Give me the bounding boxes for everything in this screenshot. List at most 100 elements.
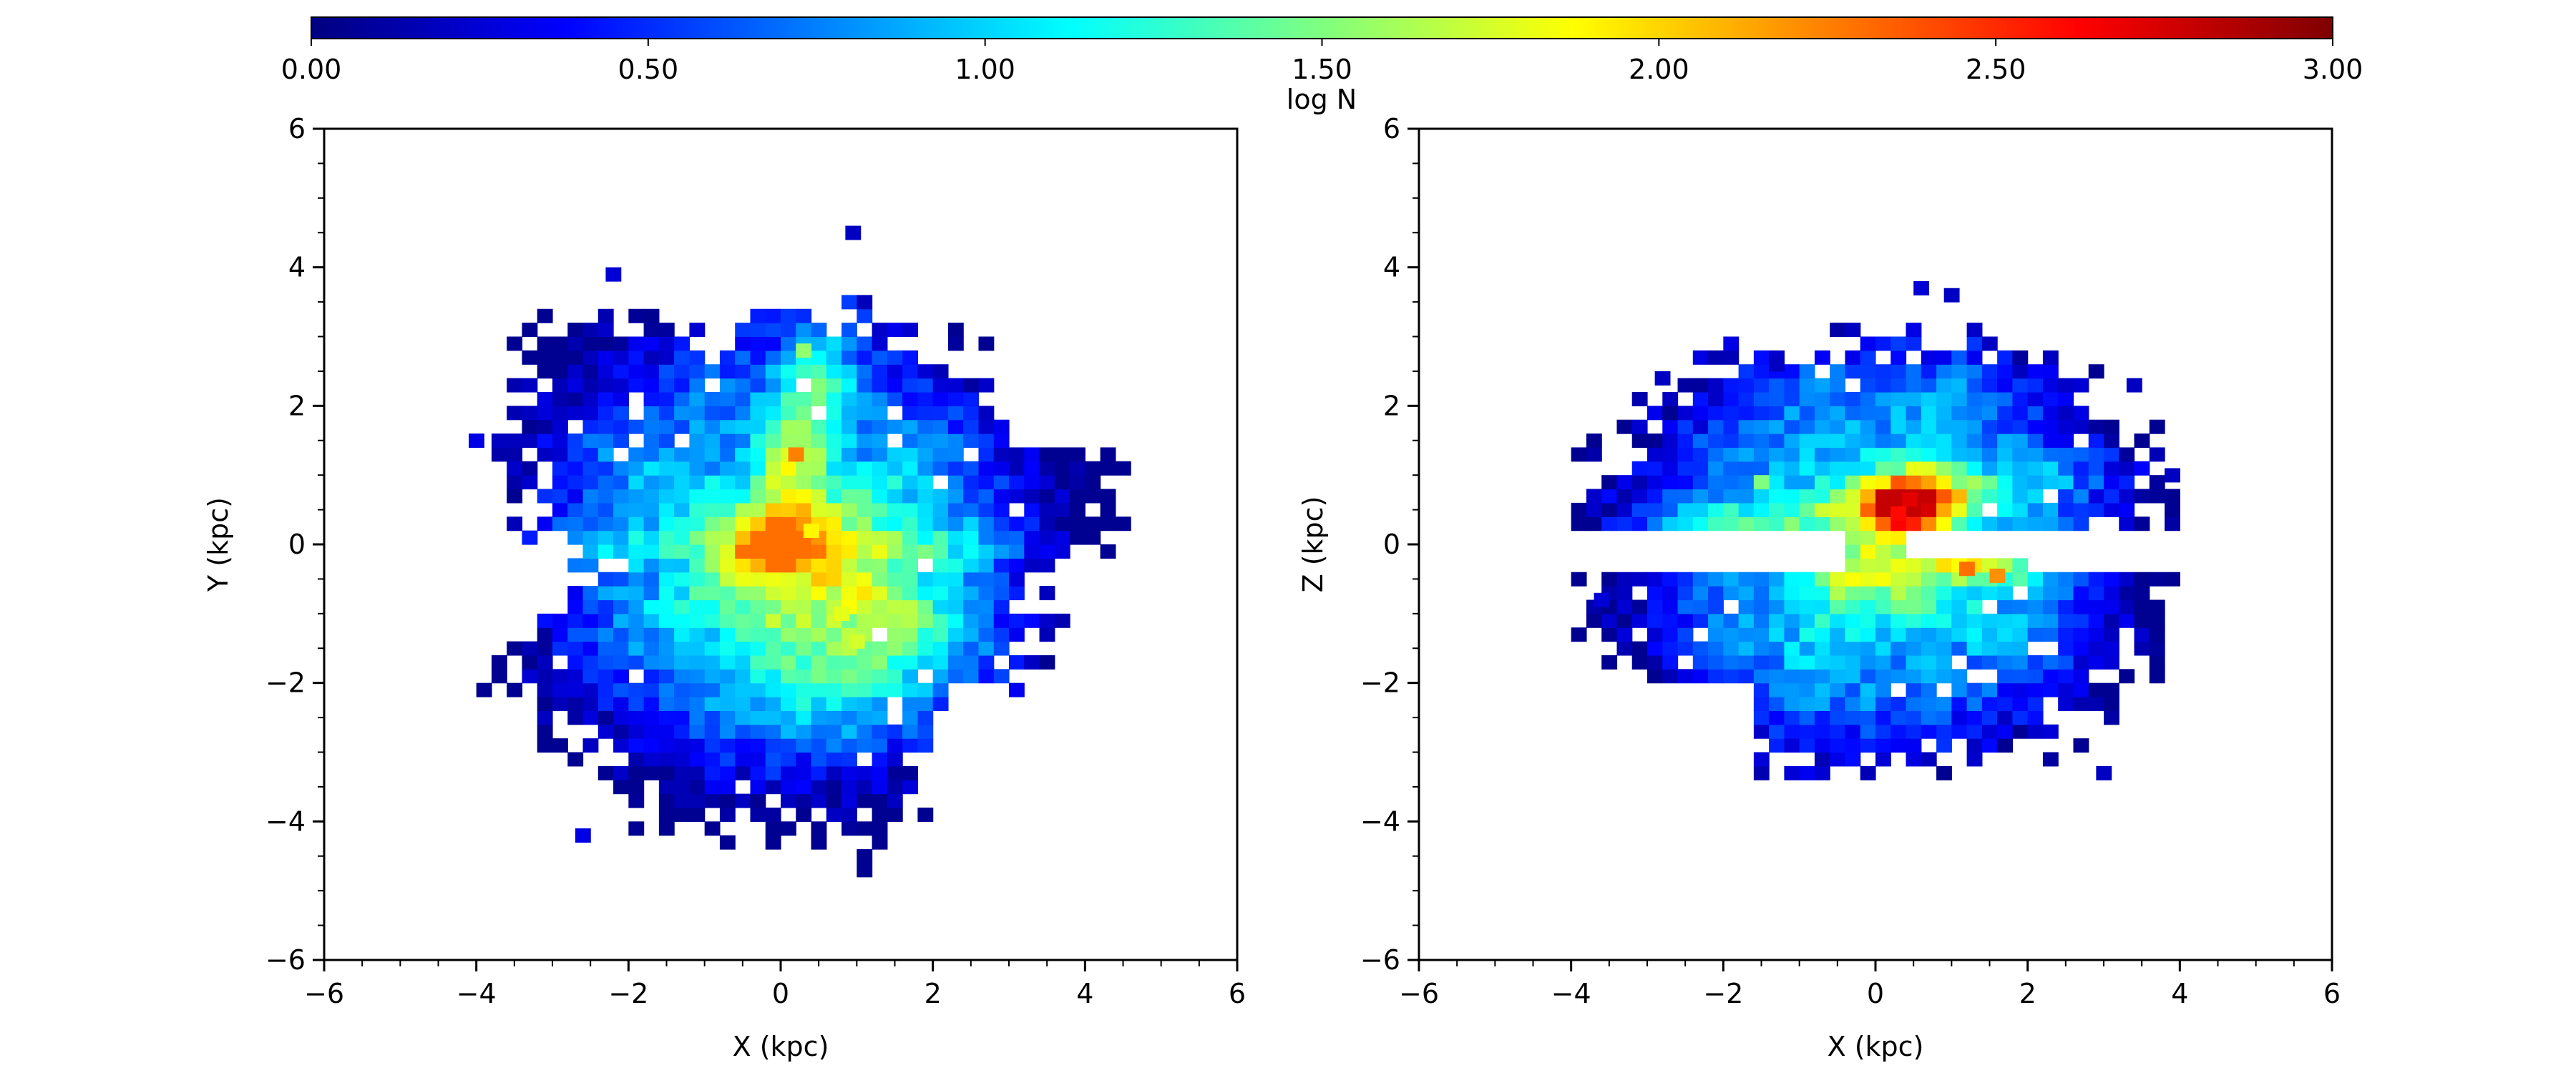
heatmap-cell — [2149, 489, 2165, 504]
heatmap-cell — [1769, 627, 1785, 642]
heatmap-cell — [1997, 447, 2013, 462]
heatmap-cell — [1845, 710, 1861, 725]
heatmap-cell — [796, 586, 812, 601]
heatmap-cell — [2073, 738, 2089, 753]
heatmap-cell — [1875, 516, 1891, 531]
heatmap-cell — [963, 544, 980, 559]
heatmap-cell — [765, 697, 781, 711]
heatmap-cell — [963, 627, 980, 642]
heatmap-cell — [796, 682, 812, 697]
heatmap-cell — [826, 752, 842, 767]
heatmap-cell — [2096, 765, 2112, 780]
heatmap-cell — [1921, 599, 1937, 614]
heatmap-cell — [704, 752, 721, 767]
heatmap-cell — [917, 586, 934, 601]
heatmap-cell — [963, 378, 980, 393]
heatmap-cell — [1906, 364, 1922, 379]
heatmap-cell — [2027, 599, 2044, 614]
heatmap-cell — [1024, 489, 1040, 504]
heatmap-cell — [613, 655, 629, 670]
heatmap-cell — [1738, 461, 1755, 476]
heatmap-cell — [628, 765, 645, 780]
heatmap-cell — [552, 641, 568, 656]
heatmap-cell — [628, 780, 645, 795]
heatmap-cell — [2073, 627, 2089, 642]
heatmap-cell — [887, 641, 903, 656]
heatmap-cell — [826, 641, 842, 656]
heatmap-cell — [781, 419, 796, 434]
y-tick-label: 6 — [1383, 113, 1400, 144]
heatmap-cell — [750, 752, 766, 767]
heatmap-cell — [567, 433, 584, 449]
heatmap-cell — [689, 669, 706, 684]
heatmap-cell — [613, 433, 629, 449]
heatmap-cell — [567, 586, 584, 601]
heatmap-cell — [1784, 489, 1800, 504]
heatmap-cell — [735, 406, 751, 421]
heatmap-cell — [796, 343, 812, 358]
heatmap-cell — [857, 558, 873, 573]
heatmap-cell — [1738, 669, 1755, 684]
heatmap-cell — [917, 544, 934, 559]
heatmap-cell — [1966, 364, 1983, 379]
heatmap-cell — [628, 599, 645, 614]
heatmap-cell — [1631, 641, 1648, 656]
heatmap-cell — [704, 627, 721, 642]
heatmap-cell — [552, 364, 568, 379]
heatmap-cell — [993, 572, 1010, 587]
heatmap-cell — [1997, 710, 2013, 725]
heatmap-cell — [1753, 461, 1770, 476]
heatmap-cell — [2042, 378, 2059, 393]
heatmap-cell — [658, 807, 675, 822]
heatmap-cell — [2012, 710, 2029, 725]
heatmap-cell — [781, 724, 796, 739]
heatmap-cell — [750, 350, 766, 365]
heatmap-cell — [597, 406, 614, 421]
heatmap-cell — [1981, 682, 1998, 697]
heatmap-cell — [917, 419, 934, 434]
heatmap-cell — [1875, 475, 1891, 490]
heatmap-cell — [1981, 710, 1998, 725]
heatmap-cell — [781, 336, 796, 351]
heatmap-cell — [1966, 586, 1983, 601]
heatmap-cell — [658, 710, 675, 725]
heatmap-cell — [689, 627, 706, 642]
heatmap-cell — [582, 544, 599, 559]
heatmap-cell — [2058, 599, 2074, 614]
heatmap-cell — [2165, 489, 2180, 504]
heatmap-cell — [704, 489, 721, 504]
heatmap-cell — [750, 586, 766, 601]
heatmap-cell — [658, 765, 675, 780]
heatmap-cell — [993, 586, 1010, 601]
heatmap-cell — [1913, 281, 1930, 295]
heatmap-cell — [841, 323, 857, 338]
heatmap-cell — [658, 599, 675, 614]
heatmap-cell — [1677, 613, 1694, 628]
heatmap-cell — [507, 447, 523, 462]
heatmap-cell — [1009, 586, 1025, 601]
heatmap-cell — [1677, 461, 1694, 476]
heatmap-cell — [1039, 627, 1055, 642]
heatmap-cell — [857, 682, 873, 697]
heatmap-cell — [1662, 433, 1679, 449]
heatmap-cell — [887, 752, 903, 767]
heatmap-cell — [826, 738, 842, 753]
heatmap-cell — [597, 627, 614, 642]
heatmap-cell — [689, 599, 706, 614]
heatmap-cell — [1799, 669, 1815, 684]
heatmap-cell — [1845, 350, 1861, 365]
heatmap-cell — [1830, 599, 1846, 614]
heatmap-cell — [1753, 475, 1770, 490]
heatmap-cell — [857, 599, 873, 614]
heatmap-cell — [1799, 613, 1815, 628]
heatmap-cell — [628, 530, 645, 545]
heatmap-cell — [917, 738, 934, 753]
heatmap-cell — [781, 641, 796, 656]
heatmap-cell — [841, 364, 857, 379]
heatmap-cell — [567, 336, 584, 351]
heatmap-cell — [857, 364, 873, 379]
colorbar-ticks: 0.00 0.50 1.00 1.50 2.00 2.50 3.00 — [281, 39, 2363, 85]
heatmap-cell — [1784, 682, 1800, 697]
heatmap-cell — [552, 350, 568, 365]
heatmap-cell — [2027, 378, 2044, 393]
